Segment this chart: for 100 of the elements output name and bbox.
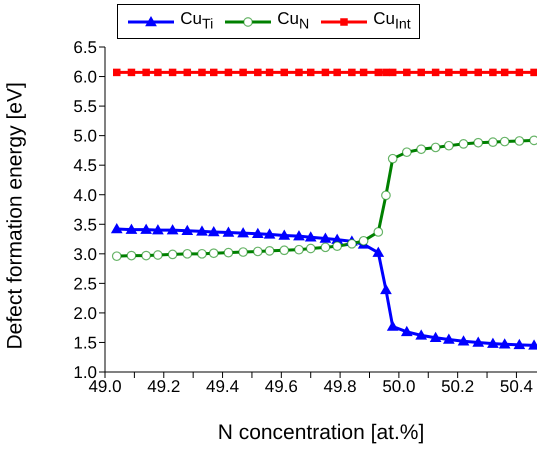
point: [444, 140, 454, 151]
point: [295, 68, 303, 76]
point: [208, 248, 219, 258]
point: [264, 246, 274, 256]
point: [111, 224, 122, 234]
point: [458, 336, 470, 346]
point: [402, 147, 412, 158]
legend-label: Cu$_{N}$: [277, 8, 310, 34]
y-tick-label: 4.0: [73, 186, 97, 205]
y-tick-label: 5.5: [73, 97, 97, 116]
y-tick-label: 6.5: [73, 38, 97, 58]
point: [141, 250, 151, 260]
x-tick-label: 49.4: [206, 377, 240, 396]
point: [430, 332, 442, 342]
point: [184, 68, 192, 76]
point: [472, 336, 484, 347]
y-tick-label: 3.5: [73, 215, 97, 234]
point: [388, 68, 396, 76]
point: [306, 68, 314, 76]
point: [473, 138, 484, 148]
point: [516, 68, 524, 76]
point: [380, 284, 392, 294]
point: [279, 245, 290, 256]
y-tick-label: 4.5: [73, 156, 97, 176]
y-tick-label: 2.5: [73, 274, 97, 294]
point: [224, 68, 232, 76]
point: [168, 250, 178, 260]
point: [252, 246, 263, 256]
point: [530, 68, 537, 76]
point: [197, 248, 207, 259]
point: [198, 68, 206, 76]
point: [403, 68, 411, 76]
point: [401, 326, 412, 336]
point: [487, 338, 498, 348]
x-tick-label: 50.4: [500, 377, 533, 396]
legend-label: Cu$_{Int}$: [373, 8, 411, 34]
point: [238, 247, 248, 257]
point: [474, 68, 482, 76]
point: [416, 330, 427, 340]
point: [430, 142, 440, 152]
point: [254, 68, 262, 76]
point: [126, 224, 137, 234]
point: [154, 68, 162, 76]
y-tick-label: 2.0: [73, 304, 97, 323]
point: [222, 227, 234, 237]
point: [381, 190, 391, 200]
point: [142, 68, 150, 76]
point: [489, 68, 497, 76]
point: [333, 68, 341, 76]
point: [514, 136, 524, 146]
point: [278, 230, 290, 240]
point: [360, 68, 368, 76]
point: [182, 225, 193, 236]
point: [372, 247, 384, 257]
point: [293, 230, 304, 240]
point: [280, 68, 288, 76]
x-tick-label: 50.0: [382, 377, 416, 396]
point: [322, 68, 330, 76]
point: [238, 228, 249, 238]
point: [416, 144, 426, 154]
point: [443, 334, 454, 344]
point: [347, 238, 357, 249]
point: [305, 232, 316, 242]
point: [306, 244, 316, 254]
x-axis-title: N concentration [at.%]: [218, 421, 424, 444]
point: [208, 226, 220, 236]
point: [168, 68, 176, 76]
point: [196, 226, 208, 236]
y-tick-label: 6.0: [73, 68, 97, 87]
point: [382, 68, 390, 76]
point: [460, 68, 468, 76]
x-tick-label: 49.6: [264, 377, 298, 396]
point: [239, 68, 247, 76]
point: [264, 228, 276, 239]
point: [112, 251, 122, 262]
point: [500, 136, 510, 146]
point: [332, 241, 342, 251]
point: [488, 137, 498, 147]
x-tick-label: 50.2: [441, 377, 474, 396]
point: [320, 242, 330, 252]
point: [348, 68, 356, 76]
point: [167, 224, 178, 234]
point: [320, 232, 331, 243]
point: [374, 68, 382, 76]
x-tick-label: 49.2: [147, 377, 180, 396]
legend-label: Cu$_{Ti}$: [180, 8, 214, 34]
point: [432, 68, 440, 76]
point: [224, 248, 234, 258]
point: [210, 68, 218, 76]
y-tick-label: 5.0: [73, 126, 97, 146]
point: [266, 68, 274, 76]
point: [373, 227, 384, 237]
point: [152, 224, 164, 234]
point: [182, 248, 192, 259]
y-axis-title: Defect formation energy [eV]: [3, 82, 26, 350]
point: [126, 250, 136, 260]
x-tick-label: 49.0: [88, 377, 122, 396]
point: [252, 228, 264, 238]
point: [358, 236, 368, 246]
point: [417, 68, 425, 76]
